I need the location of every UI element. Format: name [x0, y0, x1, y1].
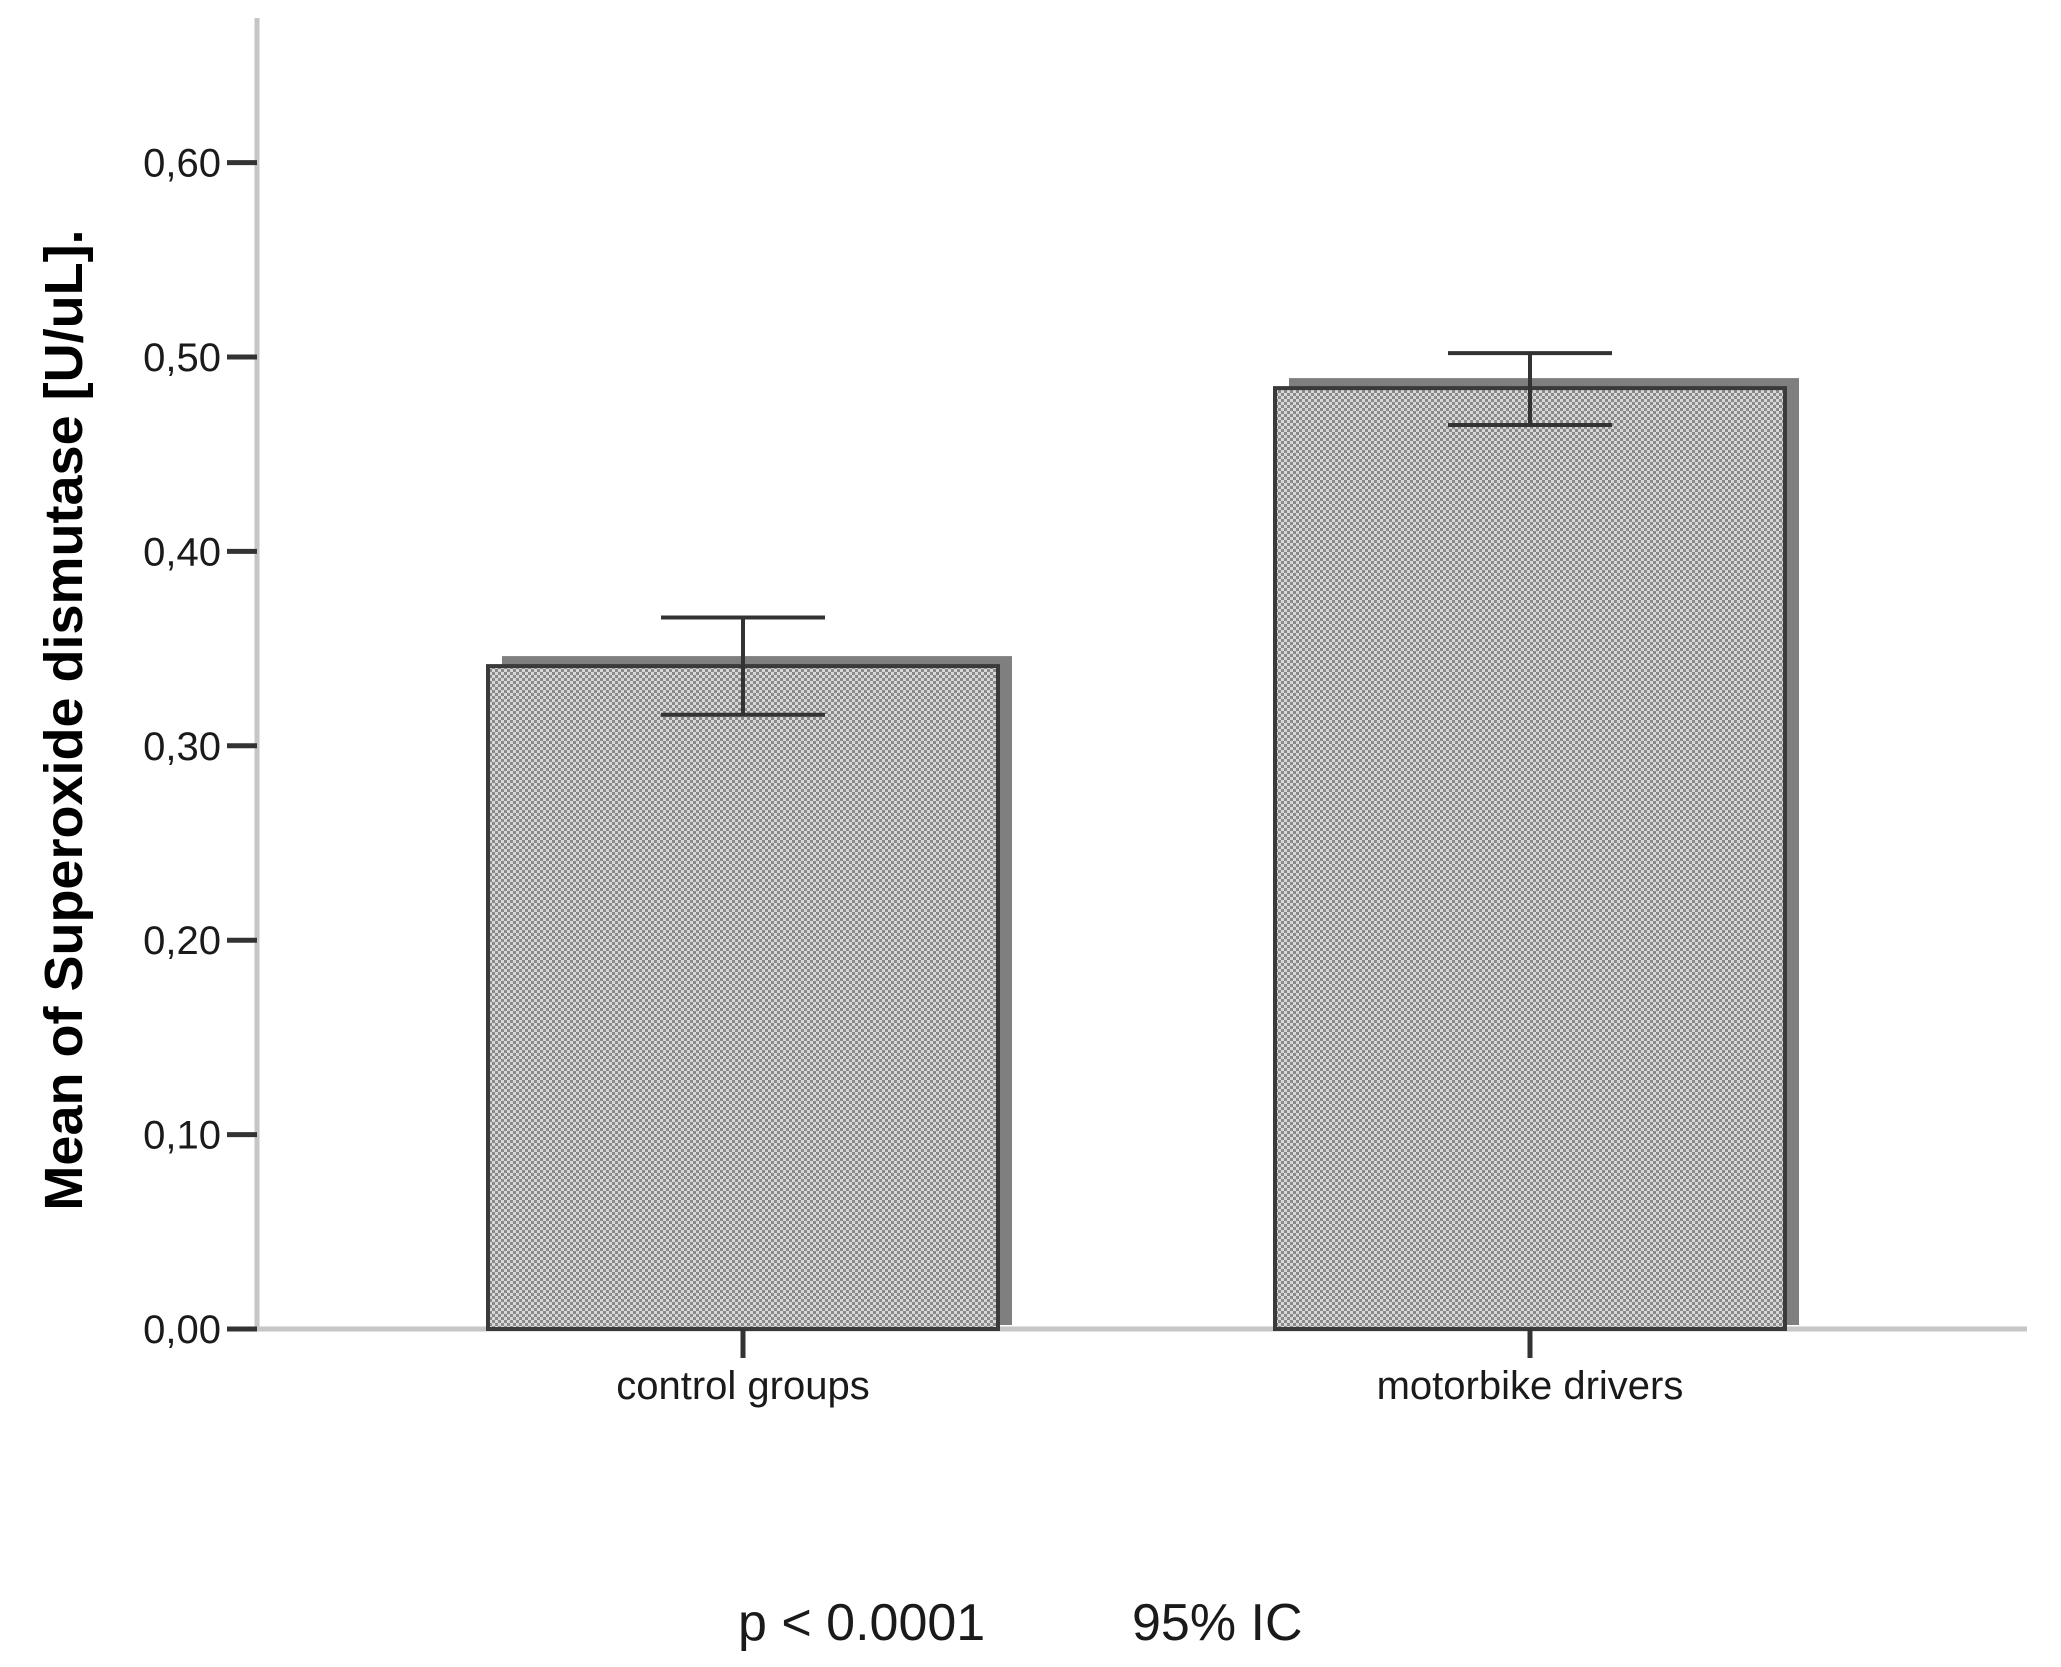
y-tick-label: 0,40 — [143, 530, 221, 574]
bar-motorbike-drivers — [1273, 386, 1787, 1331]
y-tick-label: 0,60 — [143, 142, 221, 186]
bars-group — [486, 378, 1799, 1331]
x-axis-ticks: control groups motorbike drivers — [616, 1329, 1683, 1408]
x-category-label: motorbike drivers — [1377, 1364, 1684, 1408]
y-tick-label: 0,50 — [143, 336, 221, 380]
y-tick-label: 0,30 — [143, 725, 221, 769]
y-tick-label: 0,20 — [143, 919, 221, 963]
y-axis-title: Mean of Superoxide dismutase [U/uL]. — [34, 229, 94, 1210]
bar-control-groups — [486, 664, 1000, 1331]
y-tick-label: 0,00 — [143, 1308, 221, 1352]
p-value-annotation: p < 0.0001 — [738, 1594, 985, 1652]
y-tick-label: 0,10 — [143, 1114, 221, 1158]
x-category-label: control groups — [616, 1364, 869, 1408]
confidence-interval-annotation: 95% IC — [1132, 1594, 1303, 1652]
y-axis-ticks: 0,00 0,10 0,20 0,30 0,40 0,50 0,60 — [143, 142, 257, 1352]
error-bars-group — [661, 351, 1612, 717]
